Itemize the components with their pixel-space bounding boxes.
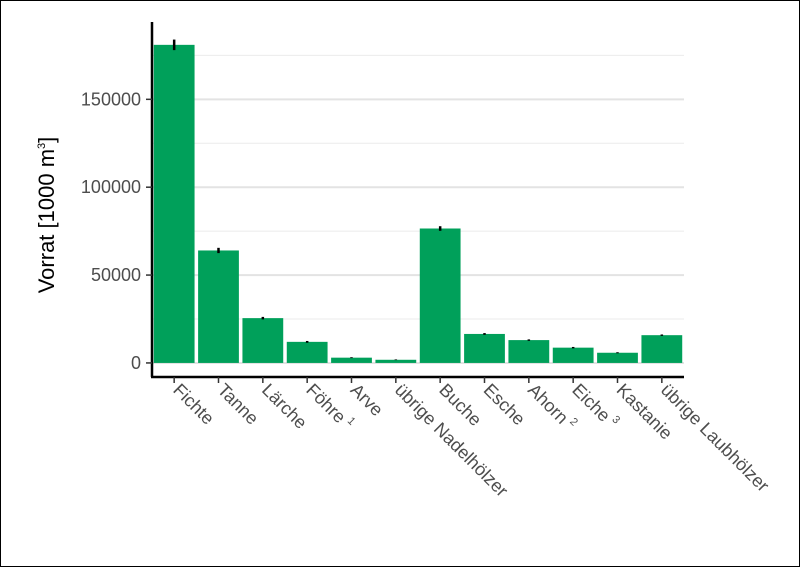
bar <box>508 340 550 363</box>
y-tick-label: 0 <box>131 353 141 373</box>
y-tick-label: 100000 <box>81 177 141 197</box>
bar <box>464 333 505 363</box>
y-tick-labels: 0 50000 100000 150000 <box>81 89 141 373</box>
bar <box>641 335 683 363</box>
error-bars <box>172 39 664 361</box>
y-axis-title: Vorrat [1000 m3] <box>34 137 59 294</box>
x-tick-label: Eiche3 <box>568 379 622 433</box>
category-label: Ahorn <box>524 380 572 428</box>
bar <box>286 341 328 363</box>
x-tick-label: Esche <box>480 380 530 430</box>
y-tick-label: 50000 <box>91 265 141 285</box>
axes <box>146 22 684 383</box>
bar <box>597 352 638 363</box>
x-tick-label: Fichte <box>169 380 218 429</box>
y-axis-title-sup: 3 <box>36 143 48 149</box>
category-label: Tanne <box>214 380 263 429</box>
x-tick-label: Lärche <box>258 380 311 433</box>
x-tick-label: übrige Laubhölzer <box>657 380 773 496</box>
category-footnote: 2 <box>567 416 580 429</box>
y-axis-title-end: ] <box>34 137 59 143</box>
bar <box>331 357 372 363</box>
y-axis-title-main: Vorrat [1000 m <box>34 149 59 293</box>
category-label: Lärche <box>258 380 311 433</box>
bar <box>153 44 195 363</box>
category-footnote: 1 <box>345 415 358 428</box>
category-label: Arve <box>347 380 387 420</box>
x-tick-label: Ahorn2 <box>524 379 580 435</box>
gridlines <box>152 54 684 364</box>
bar <box>198 250 239 363</box>
bar <box>375 359 417 363</box>
x-tick-label: Föhre1 <box>302 379 357 434</box>
bar <box>419 228 461 363</box>
bar <box>242 318 284 363</box>
bars <box>153 44 683 363</box>
category-label: übrige Laubhölzer <box>657 380 773 496</box>
x-tick-label: Arve <box>347 380 387 420</box>
category-label: Esche <box>480 380 530 430</box>
category-footnote: 3 <box>609 414 622 427</box>
x-tick-label: Tanne <box>214 380 263 429</box>
y-tick-label: 150000 <box>81 89 141 109</box>
category-label: Fichte <box>169 380 218 429</box>
bar <box>552 347 594 363</box>
